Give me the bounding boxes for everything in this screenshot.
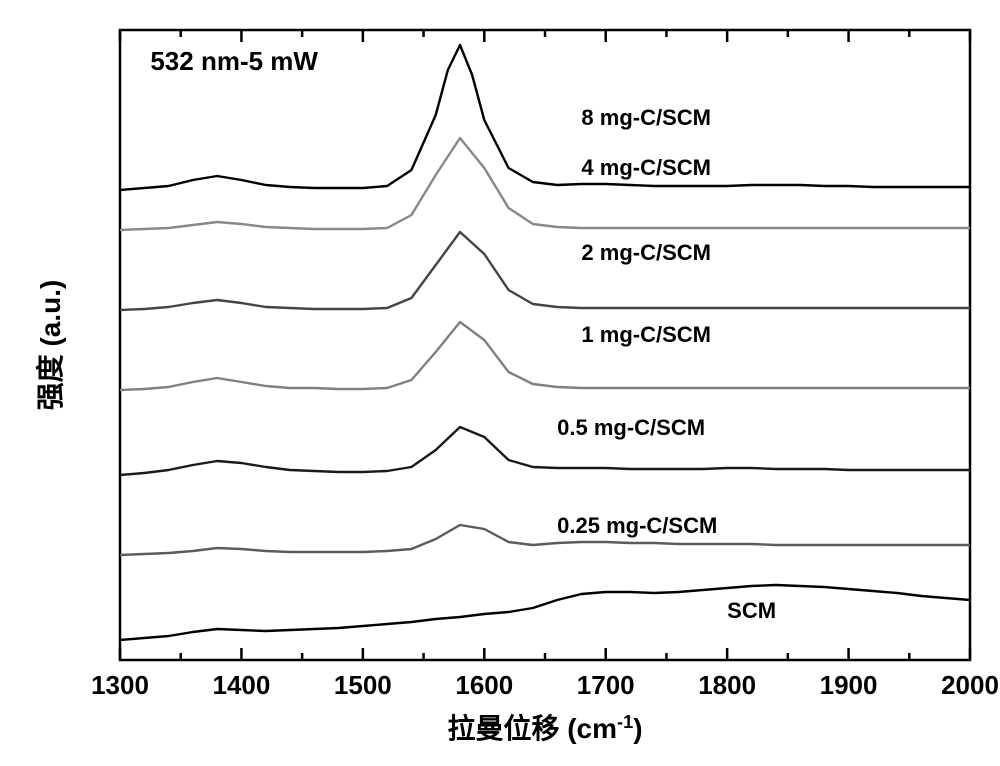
series-label-4mg: 4 mg-C/SCM (581, 155, 711, 180)
xtick-label: 2000 (941, 670, 999, 700)
x-axis-label: 拉曼位移 (cm-1) (447, 712, 642, 744)
xtick-label: 1400 (213, 670, 271, 700)
series-label-0.25mg: 0.25 mg-C/SCM (557, 513, 717, 538)
raman-chart: 1300 1400 1500 1600 1700 1800 1900 2000 拉曼位移 (cm… (0, 0, 1000, 766)
series-label-0.5mg: 0.5 mg-C/SCM (557, 415, 705, 440)
series-label-SCM: SCM (727, 598, 776, 623)
xtick-label: 1700 (577, 670, 635, 700)
plot-frame (120, 30, 970, 660)
xtick-label: 1300 (91, 670, 149, 700)
series-2mg (120, 232, 970, 310)
xtick-label: 1500 (334, 670, 392, 700)
y-axis-label: 强度 (a.u.) (35, 280, 66, 411)
series-label-8mg: 8 mg-C/SCM (581, 105, 711, 130)
series-SCM (120, 585, 970, 640)
xtick-label: 1800 (698, 670, 756, 700)
laser-annotation: 532 nm-5 mW (150, 46, 318, 76)
series-label-2mg: 2 mg-C/SCM (581, 240, 711, 265)
series-1mg (120, 322, 970, 390)
series-label-1mg: 1 mg-C/SCM (581, 322, 711, 347)
xtick-label: 1600 (455, 670, 513, 700)
series-0.25mg (120, 525, 970, 555)
series-0.5mg (120, 427, 970, 475)
xtick-label: 1900 (820, 670, 878, 700)
chart-svg: 1300 1400 1500 1600 1700 1800 1900 2000 拉曼位移 (cm… (0, 0, 1000, 766)
